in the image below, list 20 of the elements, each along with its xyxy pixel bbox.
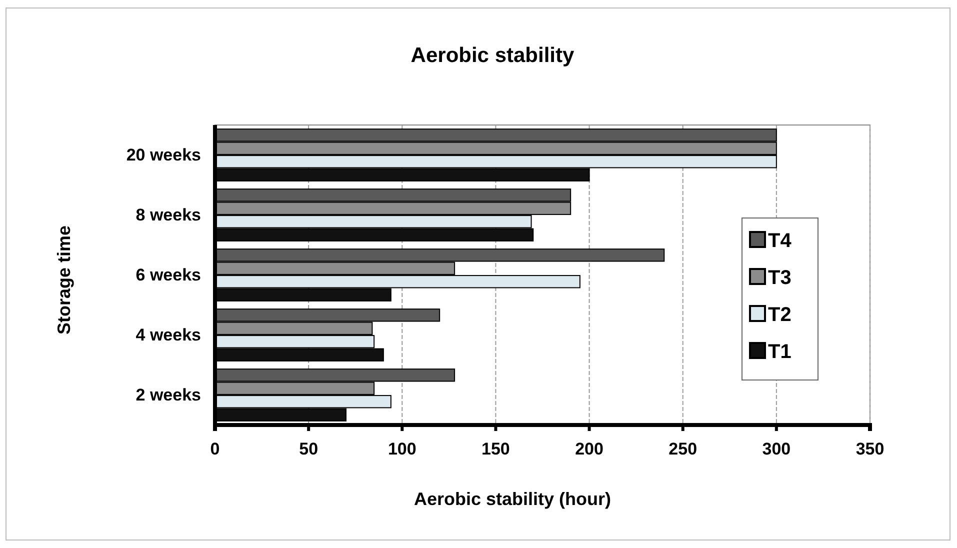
x-tick-label: 150 <box>482 439 510 458</box>
x-tick-label: 50 <box>299 439 318 458</box>
chart-title: Aerobic stability <box>410 44 574 67</box>
x-tick-label: 0 <box>210 439 220 458</box>
legend-label: T2 <box>768 304 792 326</box>
y-tick-label: 4 weeks <box>136 325 201 344</box>
y-tick-label: 2 weeks <box>136 385 201 404</box>
y-axis-title: Storage time <box>54 225 74 335</box>
x-tick-label: 250 <box>668 439 698 458</box>
x-axis-title: Aerobic stability (hour) <box>414 489 612 509</box>
y-tick-label: 6 weeks <box>136 265 201 284</box>
y-tick-label: 8 weeks <box>136 205 201 224</box>
legend-label: T1 <box>768 341 792 363</box>
x-tick-label: 100 <box>388 439 416 458</box>
x-tick-label: 350 <box>856 439 884 458</box>
legend-label: T4 <box>768 230 792 252</box>
y-tick-label: 20 weeks <box>126 145 201 164</box>
x-tick-label: 200 <box>575 439 604 458</box>
legend-label: T3 <box>768 267 792 289</box>
x-tick-label: 300 <box>762 439 791 458</box>
